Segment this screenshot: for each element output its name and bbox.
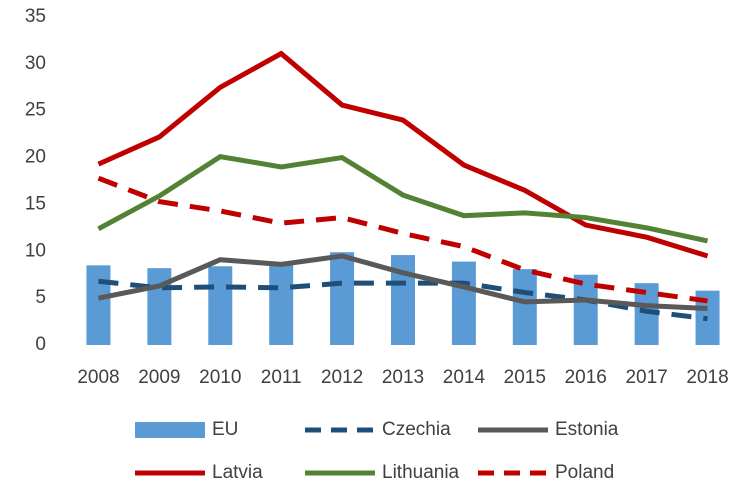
x-tick-label: 2009	[138, 367, 180, 388]
x-tick-label: 2013	[382, 367, 424, 388]
bar	[208, 266, 233, 345]
legend-label: Estonia	[555, 419, 619, 440]
line	[97, 154, 709, 244]
x-tick-label: 2018	[686, 367, 728, 388]
x-tick-label: 2015	[504, 367, 546, 388]
bar	[86, 265, 111, 345]
bar	[573, 274, 598, 345]
x-tick-label: 2011	[261, 367, 302, 388]
y-tick-label: 5	[35, 287, 46, 308]
line	[98, 278, 708, 322]
y-tick-label: 30	[25, 53, 46, 74]
legend-label: Poland	[555, 462, 614, 483]
legend-label: Czechia	[382, 419, 451, 440]
x-tick-label: 2014	[443, 367, 486, 388]
y-tick-label: 35	[25, 6, 46, 27]
legend-label: EU	[212, 419, 238, 440]
y-tick-label: 15	[25, 193, 46, 214]
bar	[512, 269, 537, 345]
y-tick-label: 25	[25, 100, 46, 121]
legend-label: Lithuania	[382, 462, 460, 483]
y-tick-label: 0	[35, 334, 46, 355]
y-tick-label: 10	[25, 240, 46, 261]
line	[97, 175, 708, 304]
x-tick-label: 2012	[321, 367, 363, 388]
line	[97, 253, 708, 311]
bar	[269, 264, 294, 345]
bar	[330, 252, 355, 345]
x-tick-label: 2016	[565, 367, 607, 388]
legend-label: Latvia	[212, 462, 263, 483]
x-tick-label: 2010	[199, 367, 241, 388]
y-tick-label: 20	[25, 147, 46, 168]
x-tick-label: 2017	[625, 367, 667, 388]
bar	[451, 261, 476, 345]
legend-swatch	[135, 422, 205, 438]
x-tick-label: 2008	[77, 367, 119, 388]
line	[97, 50, 709, 259]
